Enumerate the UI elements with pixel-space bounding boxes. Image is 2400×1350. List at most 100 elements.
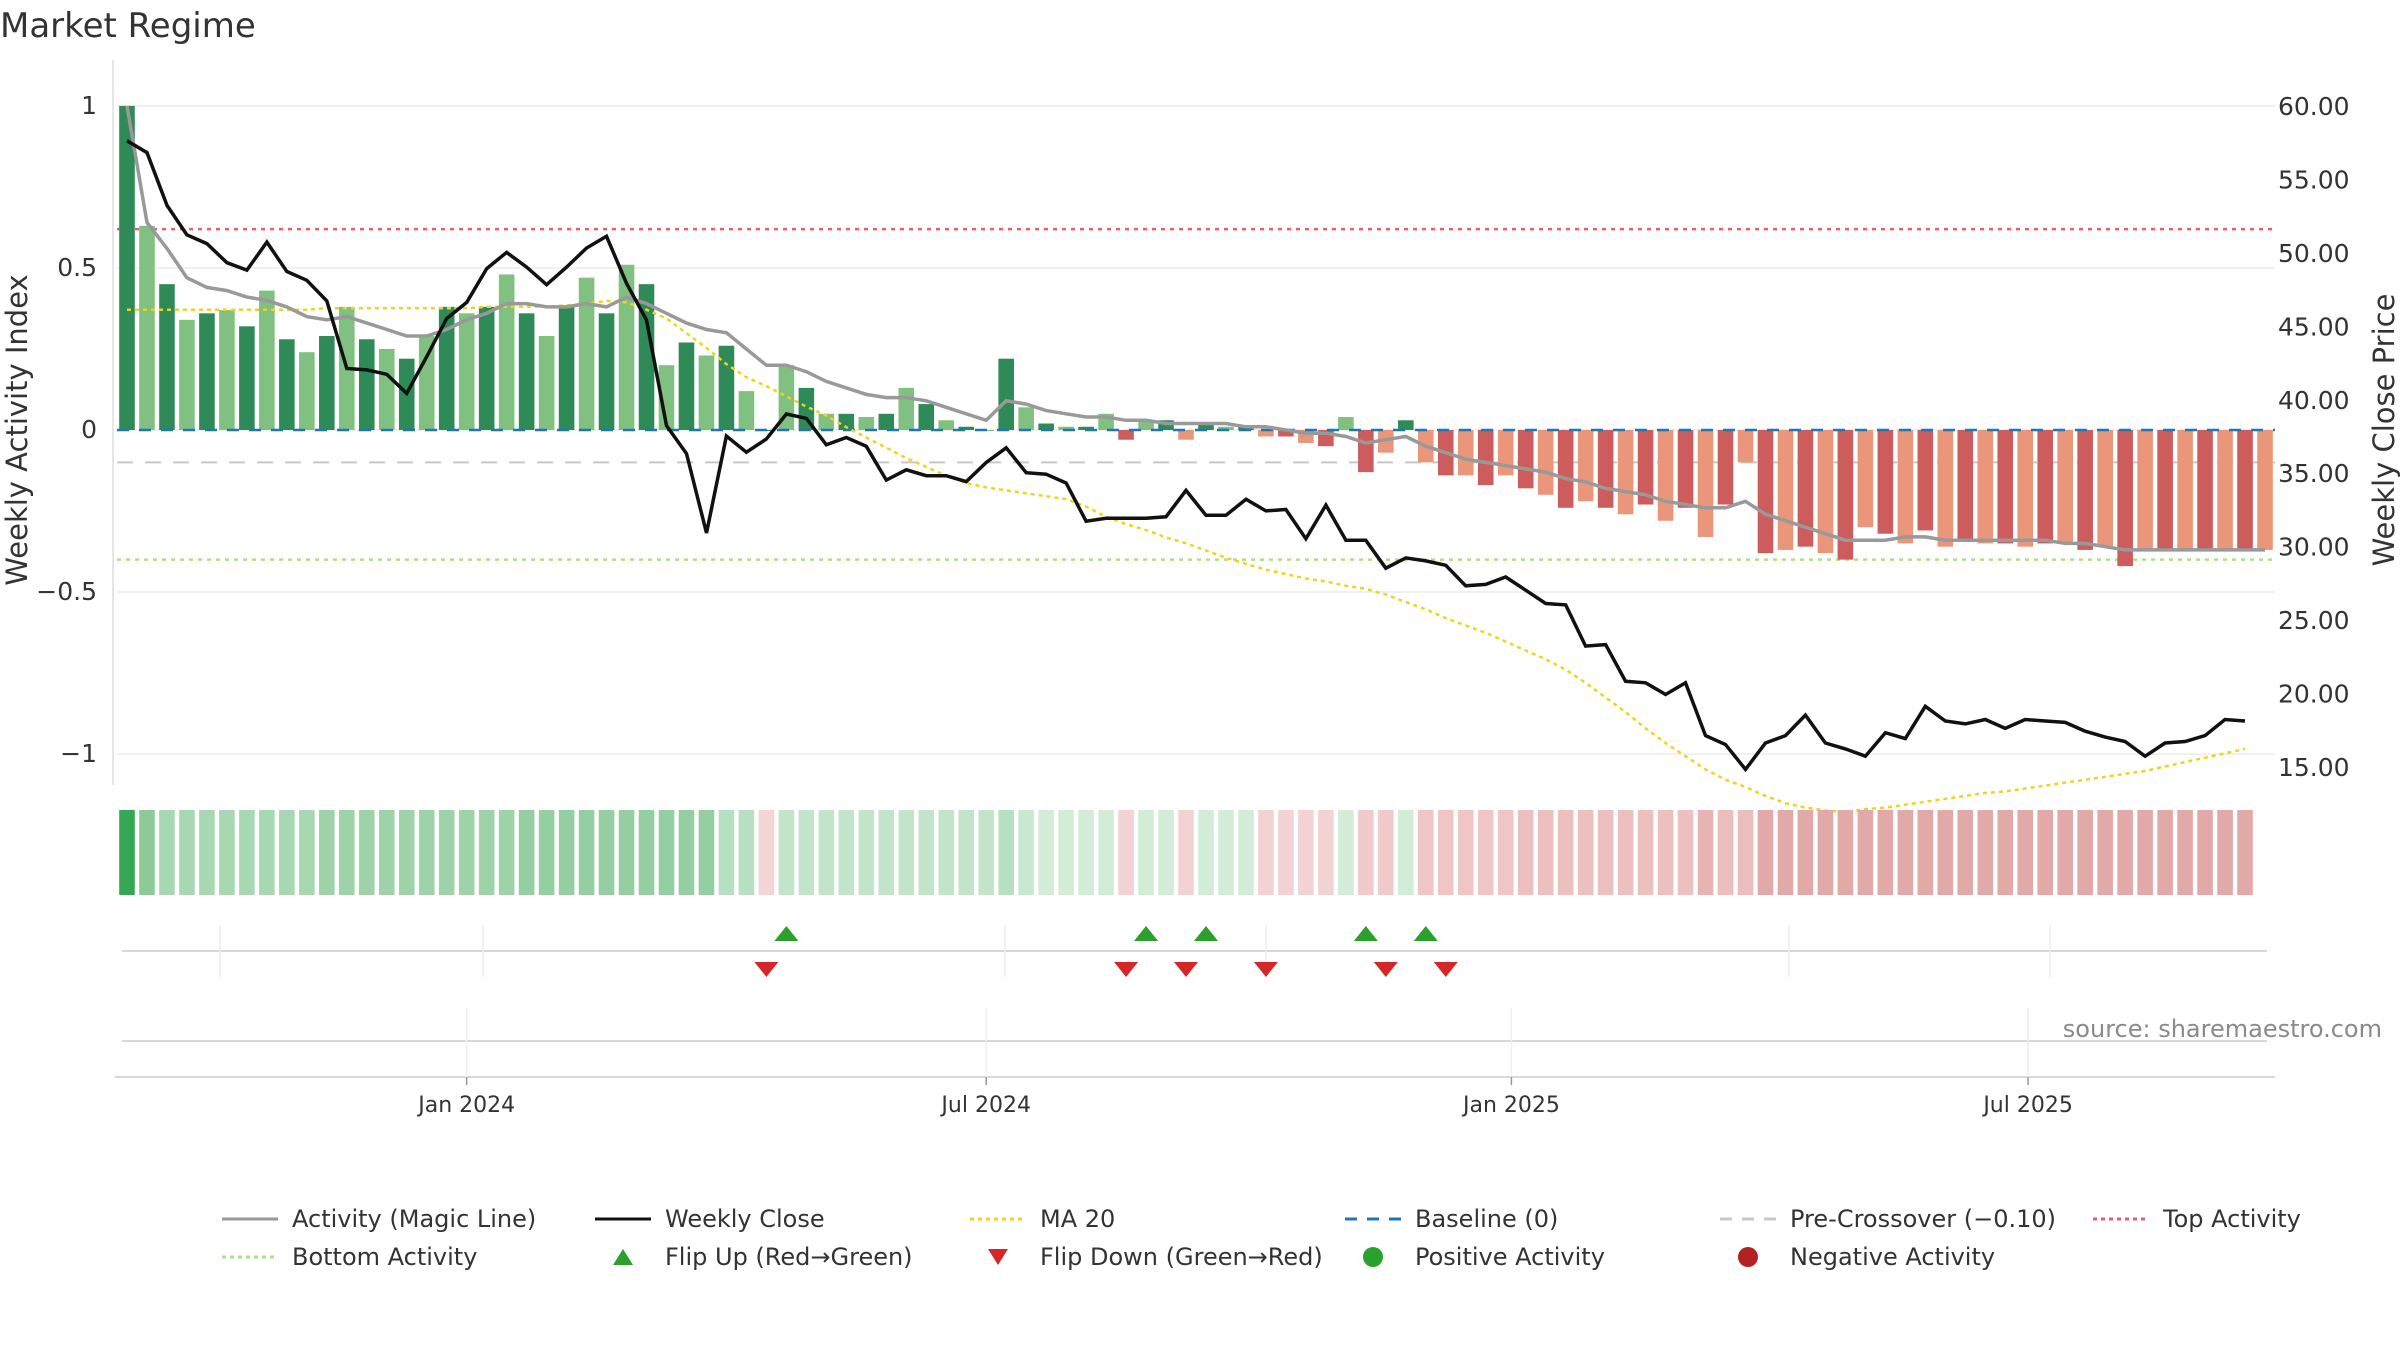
regime-cell	[358, 810, 375, 895]
regime-cell	[2117, 810, 2133, 895]
regime-cell	[738, 810, 755, 895]
legend-item: MA 20	[970, 1205, 1115, 1233]
activity-bar	[378, 348, 395, 430]
regime-cell	[558, 810, 575, 895]
regime-cell	[259, 810, 275, 895]
activity-bar	[1118, 430, 1134, 440]
activity-bar	[1497, 430, 1514, 476]
activity-bar	[858, 417, 875, 430]
activity-bar	[1717, 430, 1734, 505]
regime-cell	[898, 810, 915, 895]
regime-cell	[119, 810, 135, 895]
regime-cell	[438, 810, 455, 895]
regime-cell	[1637, 810, 1654, 895]
regime-cell	[2097, 810, 2113, 895]
regime-cell	[418, 810, 435, 895]
legend-item: Baseline (0)	[1345, 1205, 1558, 1233]
activity-bar	[2117, 430, 2133, 567]
activity-bar	[938, 420, 955, 430]
legend-line-swatch	[2093, 1217, 2149, 1221]
regime-cell	[1398, 810, 1414, 895]
x-tick-label: Jul 2024	[939, 1093, 1031, 1118]
activity-bar	[558, 306, 575, 430]
activity-bar	[139, 225, 155, 430]
flip-down-marker	[1253, 962, 1278, 977]
magic-line	[125, 105, 2265, 552]
regime-cell	[1437, 810, 1454, 895]
legend-item: Negative Activity	[1720, 1243, 1995, 1271]
regime-cell	[2177, 810, 2193, 895]
regime-cell	[2217, 810, 2233, 895]
regime-cell	[1557, 810, 1574, 895]
regime-cell	[1677, 810, 1694, 895]
chart-title: Market Regime	[0, 6, 256, 46]
regime-cell	[1857, 810, 1874, 895]
y-tick-label-right: 40.00	[2278, 386, 2350, 415]
regime-cell	[199, 810, 215, 895]
regime-cell	[958, 810, 975, 895]
regime-cell	[878, 810, 895, 895]
activity-bar	[1997, 430, 2014, 544]
regime-cell	[139, 810, 155, 895]
regime-cell	[1497, 810, 1514, 895]
regime-cell	[1018, 810, 1034, 895]
activity-bar	[1637, 430, 1654, 505]
activity-bar	[1358, 430, 1374, 473]
x-tick-label: Jan 2025	[1461, 1093, 1560, 1118]
activity-bar	[2137, 430, 2153, 550]
regime-cell	[658, 810, 675, 895]
activity-bar	[1797, 430, 1814, 547]
regime-cell	[1258, 810, 1274, 895]
regime-cell	[219, 810, 235, 895]
activity-bar	[518, 313, 535, 430]
activity-bar	[1917, 430, 1934, 531]
activity-bar	[1737, 430, 1754, 463]
regime-cell	[2057, 810, 2073, 895]
activity-bar	[1777, 430, 1794, 550]
regime-cell	[239, 810, 255, 895]
legend-label: Flip Down (Green→Red)	[1040, 1243, 1323, 1271]
y-tick-label-right: 60.00	[2278, 92, 2350, 121]
regime-cell	[1378, 810, 1394, 895]
activity-bar	[199, 313, 215, 430]
activity-bar	[1697, 430, 1714, 537]
legend-line-swatch	[595, 1217, 651, 1221]
activity-bar	[159, 284, 175, 430]
legend-item: Pre-Crossover (−0.10)	[1720, 1205, 2056, 1233]
legend-label: Pre-Crossover (−0.10)	[1790, 1205, 2057, 1233]
regime-cell	[2017, 810, 2034, 895]
legend-line-swatch	[970, 1217, 1026, 1221]
flip-down-marker	[1433, 962, 1458, 977]
activity-bar	[1517, 430, 1534, 489]
regime-cell	[1118, 810, 1134, 895]
regime-cell	[1218, 810, 1234, 895]
activity-bar	[1018, 407, 1034, 430]
regime-cell	[1278, 810, 1294, 895]
legend-label: Flip Up (Red→Green)	[665, 1243, 913, 1271]
y-tick-label-left: 0.5	[57, 253, 97, 282]
regime-cell	[1517, 810, 1534, 895]
regime-cell	[1817, 810, 1834, 895]
activity-bar	[618, 264, 635, 430]
activity-bar	[698, 355, 715, 430]
y-tick-label-right: 25.00	[2278, 606, 2350, 635]
regime-cell	[778, 810, 795, 895]
regime-cell	[279, 810, 295, 895]
activity-bar	[1038, 423, 1054, 430]
activity-bar	[1178, 430, 1194, 440]
regime-cell	[1977, 810, 1994, 895]
flip-down-marker	[1114, 962, 1139, 977]
y-tick-label-right: 50.00	[2278, 239, 2350, 268]
regime-cell	[978, 810, 994, 895]
activity-bar	[1817, 430, 1834, 554]
triangle-down-icon	[988, 1249, 1008, 1265]
legend-label: Top Activity	[2163, 1205, 2301, 1233]
y-tick-label-right: 20.00	[2278, 680, 2350, 709]
activity-bar	[1338, 417, 1354, 430]
activity-bar	[2217, 430, 2233, 550]
flip-up-marker	[1413, 926, 1438, 941]
regime-cell	[2037, 810, 2054, 895]
regime-cell	[478, 810, 495, 895]
regime-cell	[1537, 810, 1554, 895]
activity-bar	[2097, 430, 2113, 547]
